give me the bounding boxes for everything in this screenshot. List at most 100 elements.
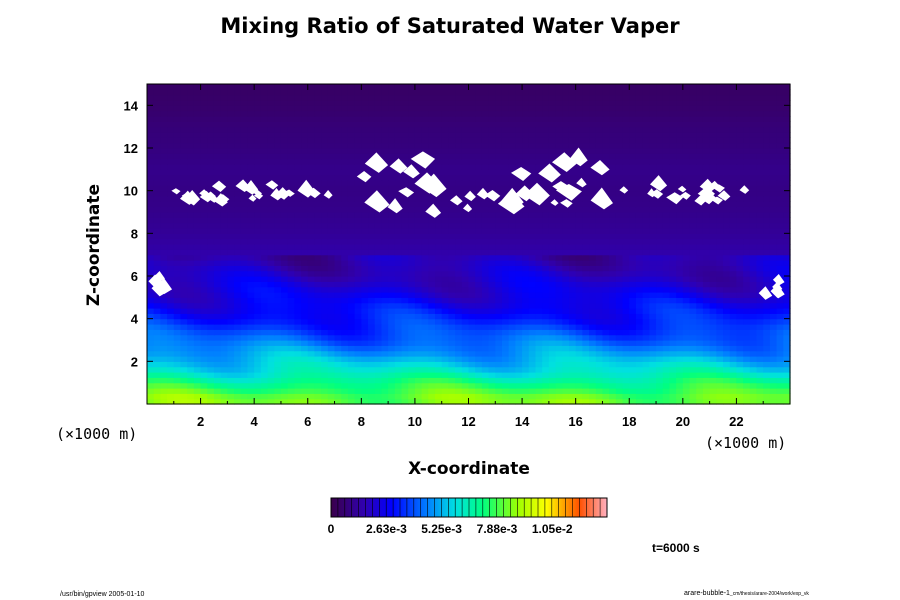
heatmap-cell <box>629 297 637 304</box>
heatmap-cell <box>455 222 463 229</box>
heatmap-cell <box>394 222 403 229</box>
heatmap-cell <box>669 382 677 389</box>
heatmap-cell <box>213 126 222 133</box>
heatmap-cell <box>508 329 516 336</box>
heatmap-cell <box>334 318 342 325</box>
heatmap-cell <box>642 276 650 282</box>
heatmap-cell <box>756 297 764 304</box>
heatmap-cell <box>582 206 590 213</box>
heatmap-cell <box>180 377 188 384</box>
heatmap-cell <box>334 206 342 213</box>
heatmap-cell <box>160 265 168 272</box>
heatmap-cell <box>307 361 316 368</box>
heatmap-cell <box>240 201 249 208</box>
heatmap-cell <box>475 126 483 133</box>
heatmap-cell <box>394 180 403 186</box>
heatmap-cell <box>763 297 771 304</box>
heatmap-cell <box>763 308 771 314</box>
heatmap-cell <box>187 393 195 400</box>
heatmap-cell <box>354 393 362 400</box>
heatmap-cell <box>428 228 436 234</box>
heatmap-cell <box>629 340 637 346</box>
heatmap-cell <box>709 244 717 250</box>
heatmap-cell <box>589 222 597 229</box>
heatmap-cell <box>488 126 496 133</box>
heatmap-cell <box>609 350 617 357</box>
heatmap-cell <box>247 393 255 400</box>
heatmap-cell <box>629 324 637 330</box>
heatmap-cell <box>582 238 590 245</box>
heatmap-cell <box>481 356 490 362</box>
heatmap-cell <box>481 340 490 346</box>
heatmap-cell <box>267 292 275 298</box>
heatmap-cell <box>307 388 316 394</box>
heatmap-cell <box>622 388 630 394</box>
heatmap-cell <box>401 212 409 218</box>
heatmap-cell <box>542 222 550 229</box>
heatmap-cell <box>267 212 275 218</box>
heatmap-cell <box>716 276 724 282</box>
heatmap-cell <box>515 212 523 218</box>
heatmap-cell <box>602 372 610 378</box>
heatmap-cell <box>254 329 262 336</box>
heatmap-cell <box>763 217 771 224</box>
heatmap-cell <box>468 260 476 266</box>
heatmap-cell <box>220 260 228 266</box>
heatmap-cell <box>508 276 516 282</box>
heatmap-cell <box>200 292 208 298</box>
heatmap-cell <box>294 180 302 186</box>
heatmap-cell <box>656 169 664 176</box>
heatmap-cell <box>173 292 182 298</box>
heatmap-cell <box>756 233 764 240</box>
heatmap-cell <box>776 361 784 368</box>
heatmap-cell <box>776 372 784 378</box>
heatmap-cell <box>709 356 717 362</box>
heatmap-cell <box>723 158 731 165</box>
heatmap-cell <box>254 318 262 325</box>
heatmap-cell <box>642 164 650 170</box>
heatmap-cell <box>783 169 791 176</box>
heatmap-cell <box>167 329 175 336</box>
heatmap-cell <box>508 345 516 352</box>
heatmap-cell <box>227 340 235 346</box>
heatmap-cell <box>602 281 610 288</box>
heatmap-cell <box>321 185 329 192</box>
heatmap-cell <box>421 206 429 213</box>
heatmap-cell <box>481 185 490 192</box>
heatmap-cell <box>689 260 697 266</box>
heatmap-cell <box>568 265 577 272</box>
heatmap-cell <box>475 132 483 138</box>
heatmap-cell <box>213 297 222 304</box>
heatmap-cell <box>535 356 543 362</box>
heatmap-cell <box>622 190 630 197</box>
heatmap-cell <box>368 148 376 154</box>
heatmap-cell <box>354 377 362 384</box>
heatmap-cell <box>689 297 697 304</box>
heatmap-cell <box>401 350 409 357</box>
heatmap-cell <box>361 217 369 224</box>
heatmap-cell <box>468 313 476 320</box>
heatmap-cell <box>173 281 182 288</box>
heatmap-cell <box>495 313 503 320</box>
heatmap-cell <box>615 366 624 373</box>
heatmap-cell <box>435 366 443 373</box>
heatmap-cell <box>743 180 751 186</box>
heatmap-cell <box>167 148 175 154</box>
heatmap-cell <box>689 270 697 277</box>
heatmap-cell <box>448 302 456 309</box>
heatmap-cell <box>702 276 711 282</box>
heatmap-cell <box>274 148 282 154</box>
heatmap-cell <box>676 174 684 181</box>
heatmap-cell <box>334 388 342 394</box>
heatmap-cell <box>656 206 664 213</box>
heatmap-cell <box>629 238 637 245</box>
heatmap-cell <box>160 340 168 346</box>
heatmap-cell <box>381 318 389 325</box>
heatmap-cell <box>307 126 316 133</box>
heatmap-cell <box>394 254 403 261</box>
heatmap-cell <box>501 329 510 336</box>
heatmap-cell <box>723 169 731 176</box>
heatmap-cell <box>723 308 731 314</box>
heatmap-cell <box>167 238 175 245</box>
heatmap-cell <box>689 281 697 288</box>
